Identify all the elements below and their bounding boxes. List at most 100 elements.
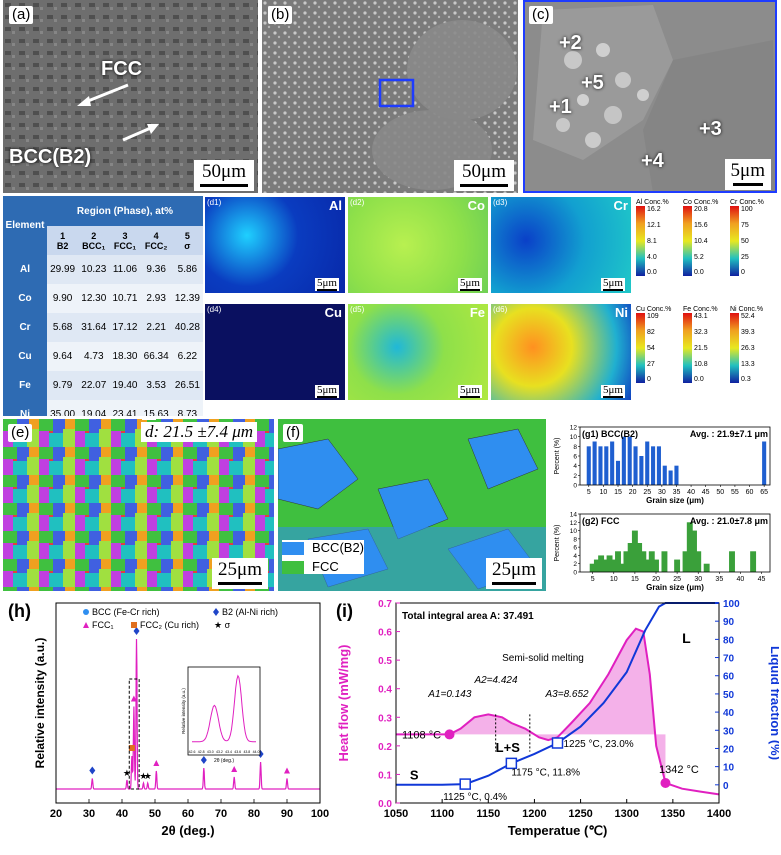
y-tick-label: 0.4 [378,685,392,696]
scale-text-f: 25μm [492,559,536,580]
liquid-fraction-marker [505,757,518,770]
colorbar-title: Co Conc.% [683,199,719,206]
col-header-3: 3 FCC₁ [109,226,141,255]
liquid-fraction-marker [551,737,564,749]
x-tick-label: 20 [652,576,660,583]
histogram-bar [602,559,609,572]
y-tick-label: 8 [573,536,577,543]
eds-map-fe: (d5) Fe 5μm [348,304,488,400]
histogram-bar [640,551,647,572]
b2-marker [133,627,140,635]
mushy-region-label: L+S [496,740,521,755]
zoom-box [378,78,415,108]
x-axis-label: 2θ (deg.) [161,823,214,838]
table-row: Al 29.99 10.23 11.06 9.36 5.86 [3,255,203,284]
histogram-bar [644,559,651,572]
semi-solid-annotation: Semi-solid melting [502,653,584,664]
liquid-region-label: L [682,630,691,646]
x-tick-label: 5 [587,489,591,496]
y2-tick-label: 10 [723,763,735,774]
area-a2-label: A2=4.424 [473,675,518,686]
table-row: Co 9.90 12.30 10.71 2.93 12.39 [3,284,203,313]
colorbar-fe: Fe Conc.% 43.1 32.3 21.5 10.8 0.0 [683,306,718,383]
x-tick-label: 1150 [476,808,500,820]
histogram-bar [651,446,656,485]
phase-legend: BCC(B2) FCC [282,540,365,575]
x-tick-label: 1300 [614,808,638,820]
inset-x-tick-label: 43.6 [234,750,241,754]
scale-text-a: 50μm [202,161,246,182]
y2-tick-label: 60 [723,672,735,683]
sigma-marker: ★ [144,771,152,781]
x-tick-label: 80 [248,808,260,820]
table-row: Ni 35.00 19.04 23.41 15.63 8.73 [3,400,203,416]
sigma-marker: ★ [139,771,147,781]
scale-bar-e: 25μm [212,558,268,589]
x-tick-label: 40 [687,489,695,496]
histogram-bar [682,551,689,572]
legend-sigma: ★ σ [214,620,231,630]
panel-label-b: (b) [268,6,293,24]
y2-tick-label: 90 [723,617,735,628]
x-tick-label: 100 [311,808,329,820]
scale-bar-a: 50μm [194,160,254,191]
point-1125-label: 1125 °C, 0.4% [443,792,507,803]
histogram-bar [604,446,609,485]
histogram-bar [686,522,693,572]
histogram-bar [621,436,626,485]
histogram-bar [648,551,655,572]
x-tick-label: 70 [215,808,227,820]
scale-text-c: 5μm [730,160,765,181]
eds-map-al: (d1) Al 5μm [205,197,345,293]
point-1175-label: 1175 °C, 11.8% [511,767,580,778]
sem-panel-c: (c) +2 +5 +1 +3 +4 5μm [523,0,777,193]
inset-x-tick-label: 43.8 [243,750,250,754]
histogram-frame [579,513,771,573]
inset-x-tick-label: 44.0 [253,750,260,754]
colorbar-title: Al Conc.% [636,199,669,206]
histogram-bar [619,563,626,572]
col-header-4: 4 FCC₂ [140,226,172,255]
x-tick-label: 50 [716,489,724,496]
y2-tick-label: 100 [723,599,740,610]
y2-tick-label: 20 [723,744,735,755]
y-tick-label: 6 [573,454,577,461]
sigma-marker: ★ [123,768,131,778]
x-tick-label: 15 [614,489,622,496]
table-row: Cr 5.68 31.64 17.12 2.21 40.28 [3,313,203,342]
histogram-bar [695,551,702,572]
ebsd-ipf-map: (e) — d: 21.5 ±7.4 μm 25μm [3,419,274,591]
histogram-bar [623,551,630,572]
colorbar-title: Cr Conc.% [730,199,764,206]
fcc1-marker [130,695,137,702]
x-tick-label: 20 [50,808,62,820]
x-tick-label: 60 [182,808,194,820]
table-group-header: Region (Phase), at% [47,196,203,226]
x-axis-label: Temperatue (℃) [508,823,608,838]
y2-tick-label: 80 [723,635,735,646]
y-tick-label: 0.6 [378,628,392,639]
y-tick-label: 8 [573,444,577,451]
histogram-bar [762,441,767,485]
histogram-bar [662,465,667,485]
y-tick-label: 2 [573,561,577,568]
inset-y-label: Relative intensity (a.u.) [181,688,186,734]
x-tick-label: 90 [281,808,293,820]
y2-tick-label: 40 [723,708,735,719]
x-tick-label: 55 [731,489,739,496]
end-marker [660,778,671,788]
colorbar-title: Cu Conc.% [636,306,672,313]
x-tick-label: 1400 [707,808,731,820]
histogram-bar [593,559,600,572]
y-tick-label: 12 [570,520,578,527]
histogram-bar [633,446,638,485]
colorbar-title: Fe Conc.% [683,306,718,313]
histogram-bar [661,551,668,572]
y2-tick-label: 70 [723,654,735,665]
legend-b2: B2 (Al-Ni rich) [222,607,278,617]
fcc1-marker [284,767,290,774]
scale-text-e: 25μm [218,559,262,580]
